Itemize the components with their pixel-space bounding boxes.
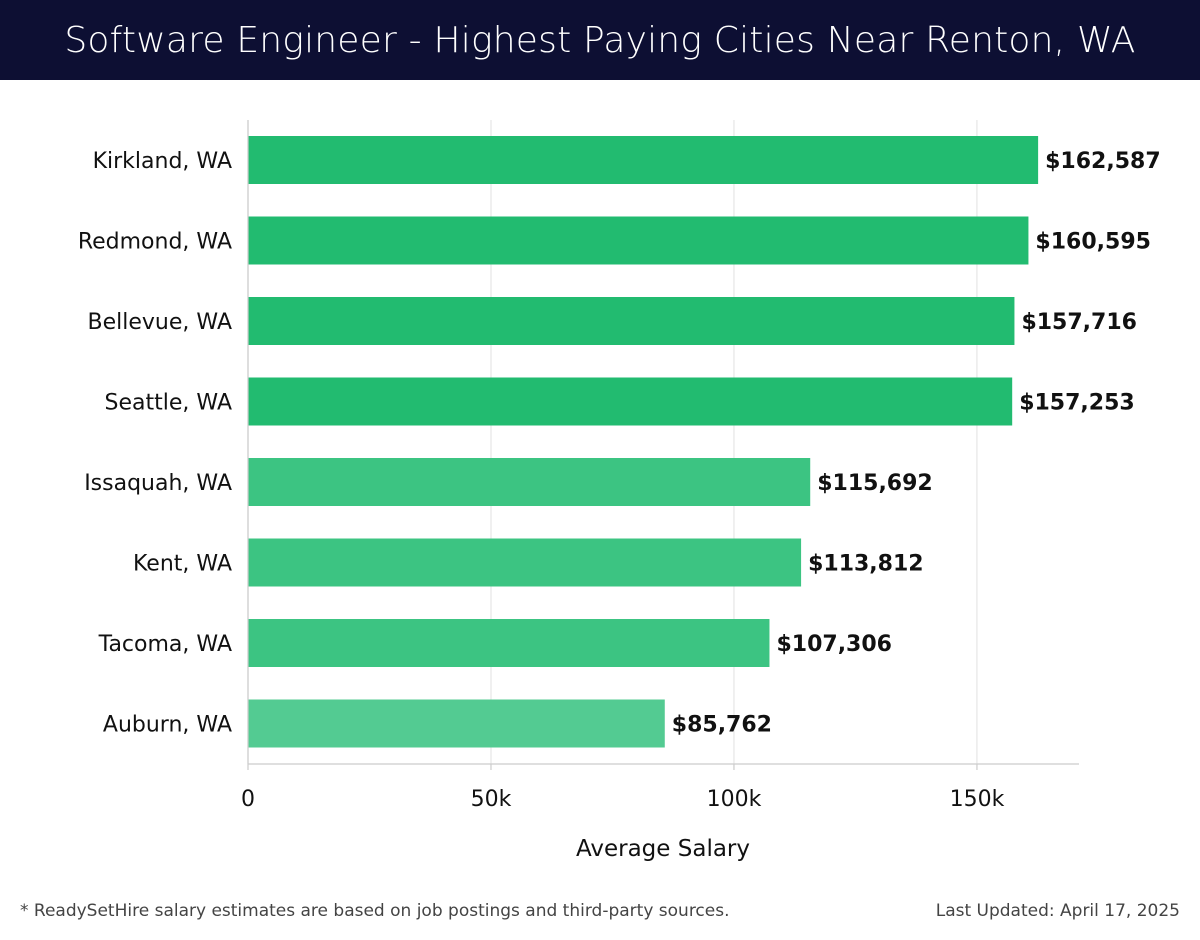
bar	[248, 377, 1013, 426]
bar	[248, 619, 770, 667]
chart-header: Software Engineer - Highest Paying Citie…	[0, 0, 1200, 80]
x-tick-label: 150k	[950, 787, 1005, 812]
last-updated: Last Updated: April 17, 2025	[935, 901, 1180, 921]
category-label: Kent, WA	[133, 552, 232, 577]
value-label: $157,253	[1019, 391, 1135, 416]
labels: Kirkland, WA $162,587 Redmond, WA $160,595 B…	[78, 149, 1161, 738]
x-tick-label: 100k	[707, 787, 762, 812]
value-label: $85,762	[672, 713, 772, 738]
bar	[248, 699, 665, 748]
category-label: Bellevue, WA	[88, 310, 232, 335]
chart-title: Software Engineer - Highest Paying Citie…	[64, 19, 1136, 61]
bar	[248, 458, 811, 506]
value-label: $162,587	[1045, 149, 1161, 174]
bars	[248, 136, 1039, 748]
category-label: Redmond, WA	[78, 230, 232, 255]
category-label: Seattle, WA	[105, 391, 232, 416]
bar	[248, 136, 1039, 184]
x-tick-label: 0	[241, 787, 255, 812]
bar	[248, 216, 1029, 265]
bar	[248, 538, 802, 587]
x-axis-title: Average Salary	[576, 836, 750, 862]
category-label: Kirkland, WA	[93, 149, 232, 174]
x-tick-label: 50k	[471, 787, 512, 812]
category-label: Auburn, WA	[103, 713, 232, 738]
value-label: $157,716	[1021, 310, 1137, 335]
value-label: $107,306	[776, 632, 892, 657]
footer-note: * ReadySetHire salary estimates are base…	[20, 901, 730, 921]
bar	[248, 297, 1015, 345]
axes: 0 50k 100k 150k	[241, 120, 1079, 812]
category-label: Tacoma, WA	[98, 632, 232, 657]
bar-chart: 0 50k 100k 150k Kirkland, WA $162,587 Redmond…	[78, 120, 1161, 862]
value-label: $115,692	[817, 471, 933, 496]
category-label: Issaquah, WA	[84, 471, 232, 496]
value-label: $160,595	[1035, 230, 1151, 255]
value-label: $113,812	[808, 552, 924, 577]
